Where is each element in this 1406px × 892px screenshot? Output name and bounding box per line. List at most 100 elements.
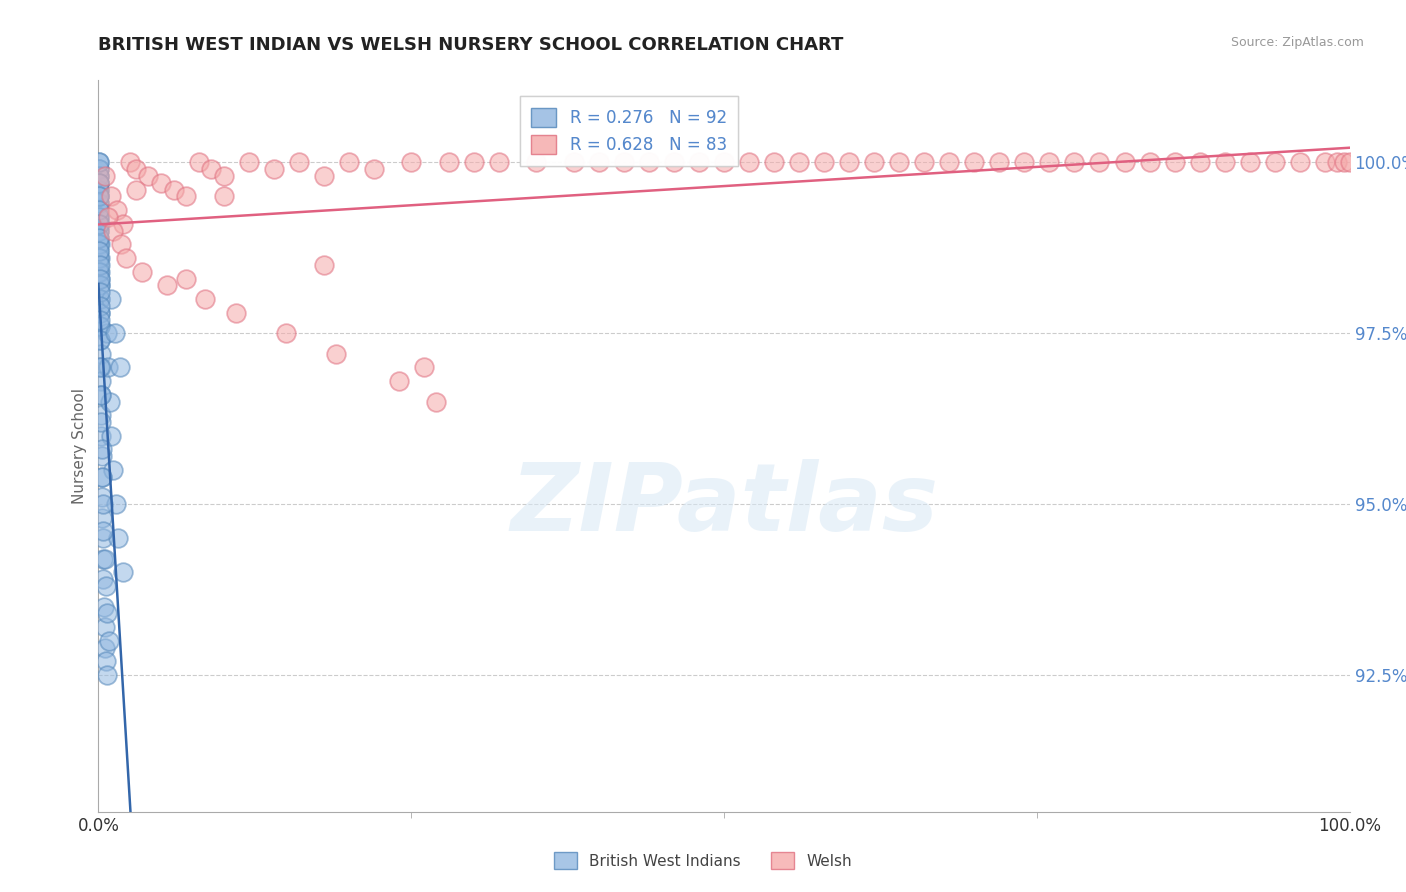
Point bbox=[388, 374, 411, 388]
Point bbox=[87, 196, 110, 211]
Point bbox=[912, 155, 935, 169]
Point bbox=[89, 244, 111, 259]
Point bbox=[87, 155, 110, 169]
Point bbox=[94, 640, 117, 655]
Point bbox=[96, 326, 118, 341]
Point bbox=[412, 360, 434, 375]
Point bbox=[688, 155, 710, 169]
Point bbox=[1213, 155, 1236, 169]
Point bbox=[104, 497, 127, 511]
Point bbox=[90, 388, 112, 402]
Point bbox=[97, 210, 120, 224]
Point bbox=[325, 347, 347, 361]
Point bbox=[89, 237, 111, 252]
Point bbox=[91, 510, 114, 524]
Point bbox=[162, 183, 184, 197]
Point bbox=[212, 189, 235, 203]
Point bbox=[100, 189, 122, 203]
Point bbox=[1339, 155, 1361, 169]
Point bbox=[87, 183, 110, 197]
Point bbox=[118, 155, 141, 169]
Point bbox=[100, 292, 122, 306]
Point bbox=[89, 210, 111, 224]
Point bbox=[89, 292, 111, 306]
Point bbox=[938, 155, 960, 169]
Point bbox=[87, 176, 110, 190]
Point bbox=[91, 551, 114, 566]
Point bbox=[115, 251, 138, 265]
Point bbox=[1239, 155, 1261, 169]
Point bbox=[89, 230, 111, 244]
Point bbox=[89, 230, 111, 244]
Point bbox=[90, 360, 112, 375]
Point bbox=[212, 169, 235, 183]
Point bbox=[125, 183, 148, 197]
Point bbox=[96, 607, 118, 621]
Point bbox=[138, 169, 160, 183]
Point bbox=[89, 278, 111, 293]
Point bbox=[87, 183, 110, 197]
Point bbox=[89, 285, 111, 300]
Point bbox=[1139, 155, 1161, 169]
Text: ZIPatlas: ZIPatlas bbox=[510, 458, 938, 550]
Point bbox=[1014, 155, 1036, 169]
Text: Source: ZipAtlas.com: Source: ZipAtlas.com bbox=[1230, 36, 1364, 49]
Point bbox=[87, 217, 110, 231]
Point bbox=[194, 292, 217, 306]
Point bbox=[1088, 155, 1111, 169]
Point bbox=[93, 572, 115, 586]
Point bbox=[713, 155, 735, 169]
Point bbox=[87, 189, 110, 203]
Point bbox=[1163, 155, 1185, 169]
Point bbox=[287, 155, 309, 169]
Point bbox=[89, 265, 111, 279]
Point bbox=[97, 360, 120, 375]
Point bbox=[1333, 155, 1355, 169]
Point bbox=[89, 333, 111, 347]
Point bbox=[89, 299, 111, 313]
Point bbox=[613, 155, 636, 169]
Point bbox=[93, 599, 115, 614]
Point bbox=[889, 155, 911, 169]
Point bbox=[89, 217, 111, 231]
Point bbox=[104, 326, 127, 341]
Point bbox=[87, 189, 110, 203]
Point bbox=[91, 490, 114, 504]
Point bbox=[89, 196, 111, 211]
Point bbox=[107, 531, 129, 545]
Point bbox=[738, 155, 761, 169]
Point bbox=[89, 224, 111, 238]
Point bbox=[131, 265, 153, 279]
Point bbox=[90, 388, 112, 402]
Point bbox=[89, 258, 111, 272]
Point bbox=[437, 155, 460, 169]
Point bbox=[125, 162, 148, 177]
Point bbox=[200, 162, 222, 177]
Point bbox=[662, 155, 685, 169]
Point bbox=[98, 394, 121, 409]
Point bbox=[93, 551, 115, 566]
Point bbox=[89, 237, 111, 252]
Y-axis label: Nursery School: Nursery School bbox=[72, 388, 87, 504]
Point bbox=[337, 155, 360, 169]
Point bbox=[225, 306, 247, 320]
Point bbox=[89, 271, 111, 285]
Point bbox=[87, 155, 110, 169]
Point bbox=[89, 244, 111, 259]
Point bbox=[274, 326, 298, 341]
Point bbox=[94, 654, 117, 668]
Point bbox=[89, 278, 111, 293]
Point bbox=[1063, 155, 1085, 169]
Point bbox=[787, 155, 810, 169]
Point bbox=[187, 155, 209, 169]
Point bbox=[263, 162, 285, 177]
Point bbox=[89, 306, 111, 320]
Point bbox=[87, 210, 110, 224]
Point bbox=[425, 394, 447, 409]
Point bbox=[87, 176, 110, 190]
Point bbox=[1313, 155, 1336, 169]
Point bbox=[638, 155, 661, 169]
Point bbox=[87, 203, 110, 218]
Point bbox=[89, 360, 111, 375]
Point bbox=[89, 271, 111, 285]
